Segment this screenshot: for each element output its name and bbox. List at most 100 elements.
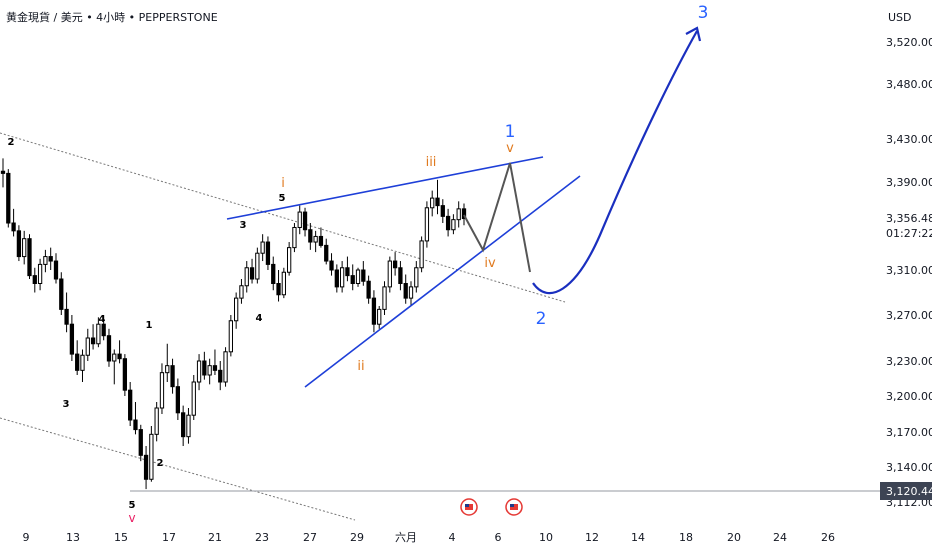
candle-body — [134, 420, 137, 430]
current-price-label: 3,356.48 — [886, 212, 932, 225]
wave-label-3-blue: 3 — [698, 3, 709, 23]
wave-label-iv: iv — [484, 256, 496, 271]
candle-body — [97, 324, 100, 344]
currency-label: USD — [888, 11, 912, 24]
candle-body — [245, 268, 248, 286]
x-tick-label: 13 — [66, 531, 80, 544]
x-tick-label: 21 — [208, 531, 222, 544]
candle-body — [441, 206, 444, 217]
candle-body — [256, 253, 259, 279]
x-tick-label: 6 — [495, 531, 502, 544]
wave-label-v: v — [506, 141, 514, 156]
candle-body — [91, 338, 94, 344]
x-tick-label: 27 — [303, 531, 317, 544]
x-tick-label: 26 — [821, 531, 835, 544]
wave-label-iii: iii — [426, 155, 437, 170]
candle-body — [123, 359, 126, 390]
candle-body — [182, 413, 185, 437]
wave-label-4-black: 4 — [256, 313, 263, 324]
x-tick-label: 9 — [23, 531, 30, 544]
candle-body — [362, 270, 365, 281]
candle-body — [404, 284, 407, 299]
price-tag-label: 3,120.44 — [886, 485, 932, 498]
candle-body — [409, 287, 412, 298]
wave-label-5: 5 — [129, 500, 136, 511]
candle-body — [17, 231, 20, 257]
candle-body — [102, 324, 105, 336]
wave-label-2-top: 2 — [8, 137, 15, 148]
candle-body — [171, 366, 174, 387]
candle-body — [346, 268, 349, 276]
channel-lower-line — [0, 418, 355, 520]
candle-body — [250, 268, 253, 279]
x-tick-label: 20 — [727, 531, 741, 544]
candle-body — [330, 261, 333, 270]
candle-body — [261, 242, 264, 253]
candle-body — [393, 261, 396, 268]
wave-label-2-blue: 2 — [536, 309, 547, 329]
us-flag-canton-icon — [510, 504, 514, 507]
candle-body — [44, 257, 47, 265]
candles — [1, 158, 465, 489]
wave-label-3-black: 3 — [240, 220, 247, 231]
candle-body — [166, 366, 169, 373]
wave-label-1-black: 1 — [146, 320, 153, 331]
countdown-label: 01:27:22 — [886, 227, 932, 240]
candle-body — [240, 286, 243, 298]
candle-body — [229, 321, 232, 352]
x-tick-label: 29 — [350, 531, 364, 544]
candle-body — [457, 209, 460, 220]
y-tick-label: 3,480.00 — [886, 78, 932, 91]
candle-body — [139, 430, 142, 456]
x-tick-label: 17 — [162, 531, 176, 544]
x-tick-label: 12 — [585, 531, 599, 544]
x-tick-label: 4 — [449, 531, 456, 544]
y-tick-label: 3,200.00 — [886, 390, 932, 403]
candle-body — [1, 171, 4, 173]
candle-body — [335, 270, 338, 287]
wave-label-ii: ii — [357, 359, 364, 374]
candle-body — [303, 212, 306, 230]
candle-body — [367, 281, 370, 298]
x-tick-label: 24 — [773, 531, 787, 544]
wave-label-2-black: 2 — [157, 458, 164, 469]
candle-body — [399, 268, 402, 284]
y-tick-label: 3,430.00 — [886, 133, 932, 146]
candle-body — [12, 223, 15, 231]
y-tick-label: 3,520.00 — [886, 36, 932, 49]
candle-body — [319, 236, 322, 245]
wave-label-5-black: 5 — [279, 193, 286, 204]
candle-body — [7, 173, 10, 223]
candle-body — [266, 242, 269, 264]
x-tick-label: 14 — [631, 531, 645, 544]
wave-label-v-red: v — [128, 511, 135, 525]
wave-label-3: 3 — [63, 399, 70, 410]
candle-body — [431, 198, 434, 208]
candle-body — [277, 284, 280, 295]
candle-body — [54, 261, 57, 279]
x-tick-label: 18 — [679, 531, 693, 544]
candle-body — [309, 230, 312, 242]
candle-body — [203, 361, 206, 375]
candle-body — [314, 236, 317, 242]
candle-body — [28, 239, 31, 276]
candle-body — [282, 272, 285, 295]
y-tick-label: 3,310.00 — [886, 264, 932, 277]
x-tick-label: 15 — [114, 531, 128, 544]
candle-body — [272, 264, 275, 283]
candle-body — [425, 208, 428, 241]
candle-body — [340, 268, 343, 287]
wave-3-projection-curve — [533, 31, 697, 293]
x-tick-label: 10 — [539, 531, 553, 544]
candle-body — [144, 455, 147, 479]
candle-body — [219, 370, 222, 382]
candle-body — [197, 361, 200, 382]
us-flag-canton-icon — [465, 504, 469, 507]
candle-body — [49, 257, 52, 261]
candle-body — [213, 366, 216, 371]
candle-body — [351, 276, 354, 284]
candle-body — [60, 279, 63, 309]
